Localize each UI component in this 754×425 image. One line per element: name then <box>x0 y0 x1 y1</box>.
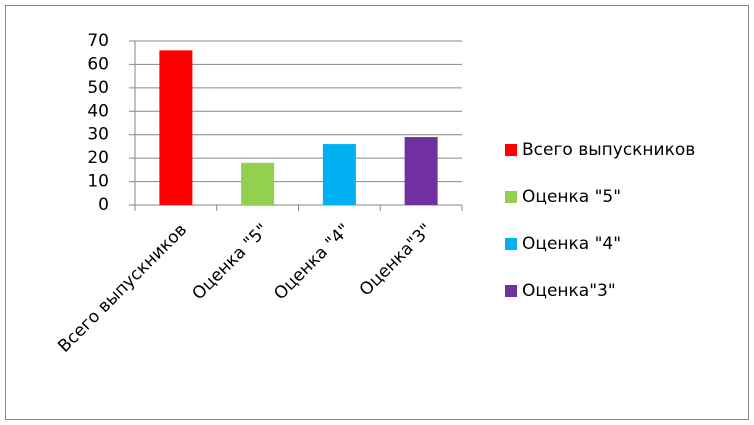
legend-label: Оценка "4" <box>522 234 621 254</box>
y-tick-label: 70 <box>87 31 109 51</box>
y-tick-label: 60 <box>87 54 109 74</box>
legend-label: Оценка"3" <box>522 281 616 301</box>
bar <box>159 50 193 205</box>
bar <box>322 144 356 205</box>
y-tick-label: 30 <box>87 125 109 145</box>
legend-swatch <box>505 144 517 156</box>
chart-frame <box>5 5 749 420</box>
y-tick-label: 50 <box>87 78 109 98</box>
legend-swatch <box>505 191 517 203</box>
bar <box>241 162 275 205</box>
legend-swatch <box>505 285 517 297</box>
y-tick-label: 40 <box>87 101 109 121</box>
y-tick-label: 10 <box>87 172 109 192</box>
y-tick-label: 0 <box>98 195 109 215</box>
y-tick-label: 20 <box>87 148 109 168</box>
legend-label: Всего выпускников <box>522 140 695 160</box>
legend-swatch <box>505 238 517 250</box>
bar <box>404 137 438 205</box>
legend-label: Оценка "5" <box>522 187 621 207</box>
